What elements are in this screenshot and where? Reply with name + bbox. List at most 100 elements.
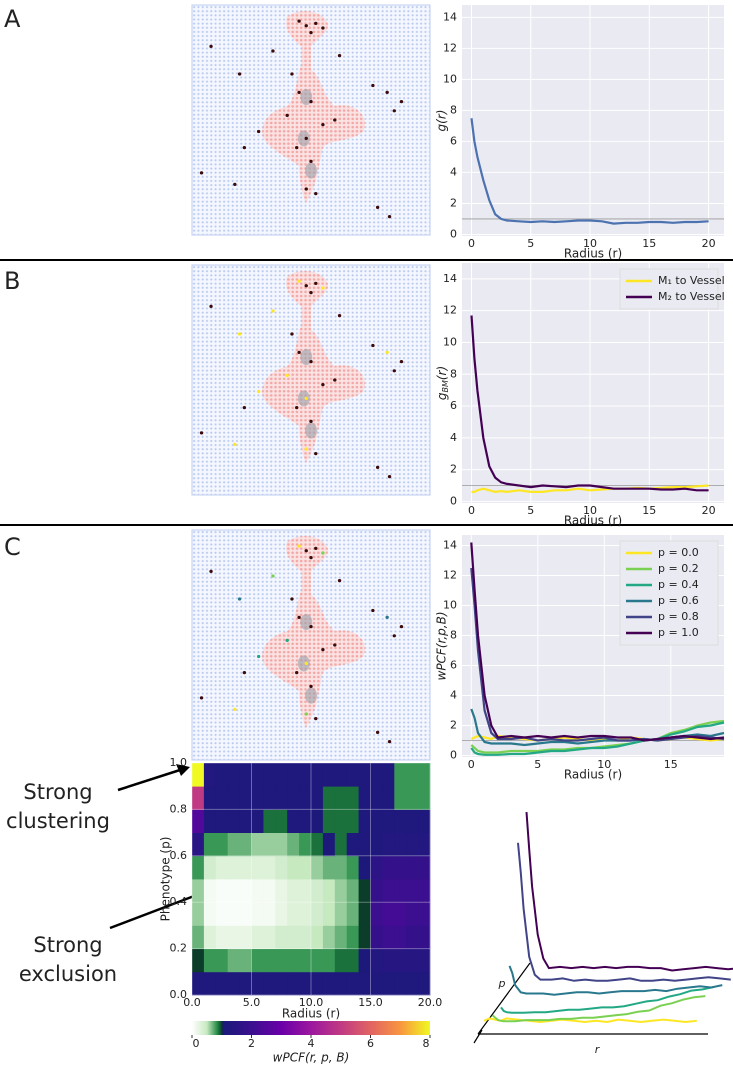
heatmap-cell bbox=[335, 786, 347, 810]
heatmap-cell bbox=[299, 879, 311, 903]
y-tick-label: 10 bbox=[443, 72, 457, 85]
heatmap-cell bbox=[216, 786, 228, 810]
heatmap-cell bbox=[371, 833, 383, 857]
macrophage bbox=[233, 443, 236, 446]
macrophage bbox=[305, 549, 308, 552]
heatmap-cell bbox=[192, 972, 204, 996]
macrophage bbox=[305, 137, 308, 140]
heatmap-cell bbox=[382, 763, 394, 787]
heatmap-cell bbox=[382, 786, 394, 810]
y-tick-label: 0.2 bbox=[170, 942, 188, 955]
heatmap-cell bbox=[382, 856, 394, 880]
colorbar-tick-label: 6 bbox=[367, 1037, 374, 1050]
simulation-image bbox=[192, 265, 430, 495]
heatmap-cell bbox=[252, 972, 264, 996]
heatmap-cell bbox=[216, 833, 228, 857]
macrophage bbox=[209, 45, 212, 48]
heatmap-cell bbox=[275, 879, 287, 903]
y-tick-label: 0 bbox=[450, 494, 457, 507]
y-axis-label: g(r) bbox=[435, 110, 449, 132]
heatmap-cell bbox=[263, 763, 275, 787]
heatmap-cell bbox=[359, 833, 371, 857]
heatmap-cell bbox=[323, 856, 335, 880]
heatmap-cell bbox=[216, 763, 228, 787]
heatmap-cell bbox=[406, 786, 418, 810]
y-tick-label: 8 bbox=[450, 629, 457, 642]
heatmap-cell bbox=[204, 902, 216, 926]
macrophage bbox=[295, 146, 298, 149]
macrophage bbox=[400, 360, 403, 363]
data-line-3d bbox=[518, 843, 731, 981]
heatmap-cell bbox=[263, 786, 275, 810]
heatmap-cell bbox=[394, 809, 406, 833]
heatmap-cell bbox=[394, 786, 406, 810]
heatmap-cell bbox=[347, 763, 359, 787]
legend-label: p = 1.0 bbox=[658, 626, 699, 639]
heatmap-cell bbox=[204, 833, 216, 857]
x-axis-label: Radius (r) bbox=[564, 247, 622, 261]
heatmap-cell bbox=[335, 902, 347, 926]
y-tick-label: 2 bbox=[450, 719, 457, 732]
heatmap-cell bbox=[394, 856, 406, 880]
macrophage bbox=[297, 616, 300, 619]
heatmap-cell bbox=[311, 809, 323, 833]
macrophage bbox=[321, 648, 324, 651]
heatmap-cell bbox=[323, 786, 335, 810]
heatmap-cell bbox=[382, 949, 394, 973]
heatmap-cell bbox=[287, 925, 299, 949]
heatmap-cell bbox=[311, 879, 323, 903]
y-tick-label: 12 bbox=[443, 569, 457, 582]
heatmap-cell bbox=[418, 879, 430, 903]
legend-label: M₂ to Vessel bbox=[658, 290, 725, 303]
macrophage bbox=[297, 351, 300, 354]
macrophage bbox=[243, 406, 246, 409]
heatmap-cell bbox=[406, 809, 418, 833]
heatmap-cell bbox=[192, 902, 204, 926]
macrophage bbox=[333, 378, 336, 381]
legend-label: p = 0.8 bbox=[658, 610, 699, 623]
x-tick-label: 0 bbox=[468, 758, 475, 771]
necrotic-spot bbox=[298, 390, 310, 406]
heatmap-cell bbox=[216, 972, 228, 996]
heatmap-cell bbox=[192, 786, 204, 810]
heatmap-cell bbox=[406, 972, 418, 996]
macrophage bbox=[338, 314, 341, 317]
heatmap-cell bbox=[359, 949, 371, 973]
macrophage bbox=[321, 123, 324, 126]
x-tick-label: 5 bbox=[527, 504, 534, 517]
heatmap-cell bbox=[359, 925, 371, 949]
heatmap-cell bbox=[216, 809, 228, 833]
heatmap-cell bbox=[359, 856, 371, 880]
heatmap-cell bbox=[240, 902, 252, 926]
heatmap-cell bbox=[252, 879, 264, 903]
macrophage bbox=[209, 305, 212, 308]
macrophage bbox=[309, 420, 312, 423]
heatmap-cell bbox=[204, 809, 216, 833]
heatmap-cell bbox=[418, 833, 430, 857]
heatmap-cell bbox=[204, 786, 216, 810]
heatmap-cell bbox=[228, 902, 240, 926]
macrophage bbox=[321, 26, 324, 29]
heatmap-cell bbox=[347, 833, 359, 857]
macrophage bbox=[290, 332, 293, 335]
heatmap-cell bbox=[394, 902, 406, 926]
heatmap-cell bbox=[287, 833, 299, 857]
heatmap-cell bbox=[299, 856, 311, 880]
legend-label: M₁ to Vessel bbox=[658, 274, 725, 287]
heatmap-cell bbox=[323, 833, 335, 857]
heatmap-cell bbox=[240, 856, 252, 880]
annotation-arrow bbox=[110, 893, 202, 928]
macrophage bbox=[305, 447, 308, 450]
heatmap-cell bbox=[323, 902, 335, 926]
heatmap-cell bbox=[299, 902, 311, 926]
heatmap-cell bbox=[216, 879, 228, 903]
heatmap-cell bbox=[311, 786, 323, 810]
x-tick-label: 5 bbox=[527, 237, 534, 250]
heatmap-cell bbox=[394, 833, 406, 857]
heatmap-cell bbox=[252, 763, 264, 787]
macrophage bbox=[305, 712, 308, 715]
heatmap-cell bbox=[275, 786, 287, 810]
heatmap-cell bbox=[311, 833, 323, 857]
macrophage bbox=[388, 740, 391, 743]
heatmap-cell bbox=[323, 809, 335, 833]
